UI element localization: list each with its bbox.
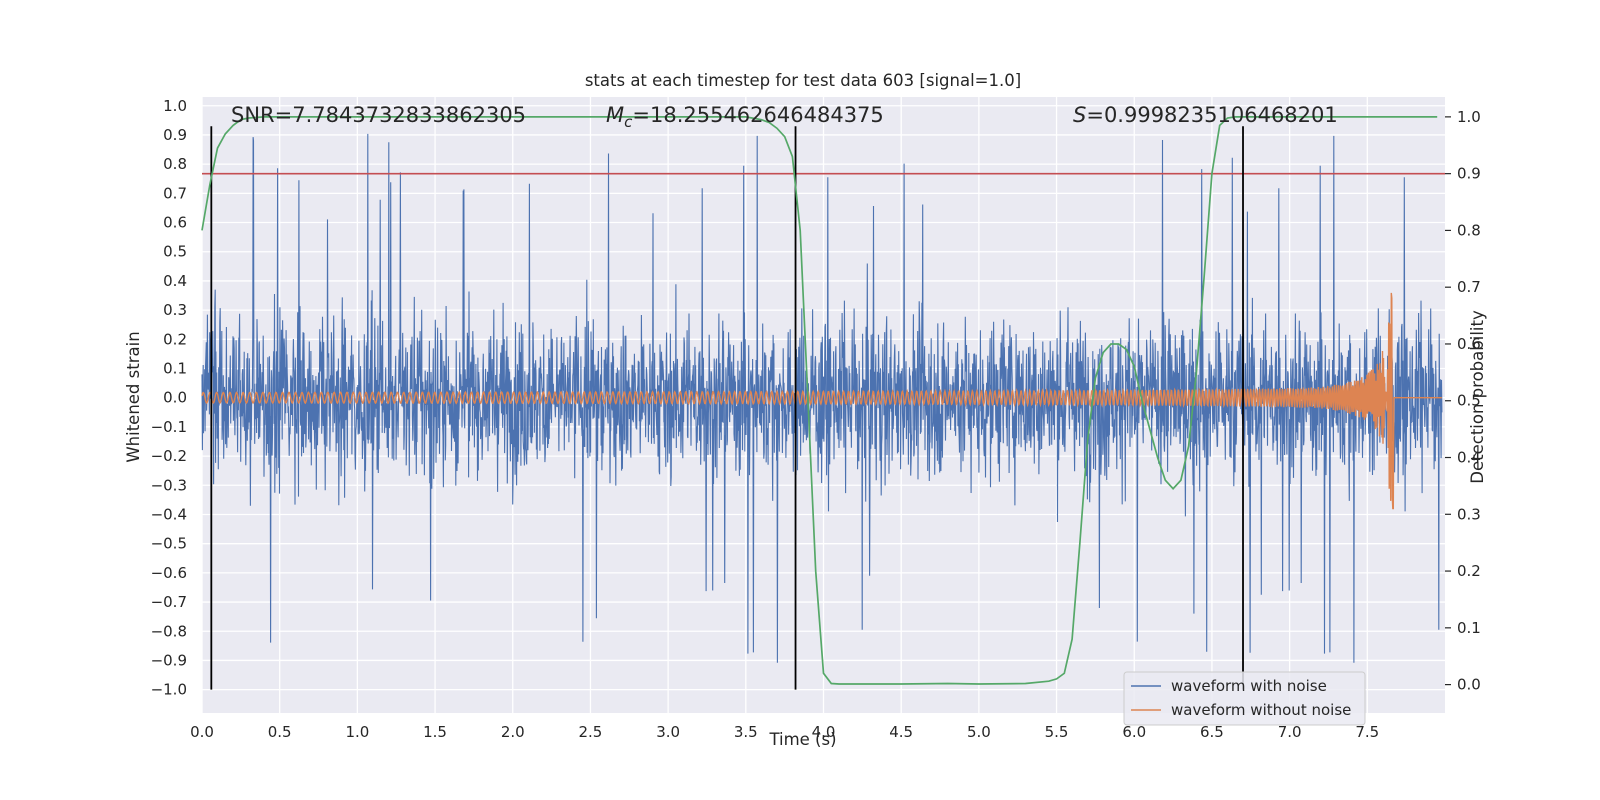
y-left-tick-label: −0.9 <box>151 651 187 669</box>
snr-annotation: SNR=7.7843732833862305 <box>231 103 526 127</box>
x-tick-label: 4.5 <box>889 723 913 741</box>
y-right-tick-label: 0.6 <box>1457 335 1481 353</box>
y-left-tick-label: −0.8 <box>151 622 187 640</box>
x-tick-label: 5.0 <box>967 723 991 741</box>
y-left-tick-label: 0.1 <box>163 360 187 378</box>
y-left-tick-label: 0.6 <box>163 214 187 232</box>
y-left-tick-label: −0.2 <box>151 447 187 465</box>
chirp-mass-subscript: c <box>624 113 633 131</box>
y-right-tick-label: 0.1 <box>1457 619 1481 637</box>
y-left-tick-label: −0.6 <box>151 564 187 582</box>
y-left-tick-label: 0.4 <box>163 272 187 290</box>
y-left-tick-labels: 1.0 0.9 0.8 0.7 0.6 0.5 0.4 0.3 0.2 0.1 0.0 −0.1 −0.… <box>151 97 187 699</box>
chirp-mass-symbol: M <box>606 103 624 127</box>
x-tick-label: 2.5 <box>579 723 603 741</box>
x-tick-labels: 0.0 0.5 1.0 1.5 2.0 2.5 3.0 3.5 4.0 4.5 5.0 5.5 6.0 6… <box>190 723 1379 741</box>
y-right-tick-label: 0.2 <box>1457 562 1481 580</box>
y-left-tick-label: −0.5 <box>151 535 187 553</box>
x-tick-label: 7.5 <box>1355 723 1379 741</box>
y-left-tick-label: −0.4 <box>151 505 187 523</box>
y-left-tick-label: 0.9 <box>163 126 187 144</box>
legend-box <box>1123 671 1366 726</box>
x-tick-label: 2.0 <box>501 723 525 741</box>
x-tick-label: 6.0 <box>1122 723 1146 741</box>
y-right-tick-label: 0.3 <box>1457 505 1481 523</box>
y-left-tick-label: −0.7 <box>151 593 187 611</box>
y-left-tick-label: −0.3 <box>151 476 187 494</box>
x-tick-label: 0.0 <box>190 723 214 741</box>
y-left-tick-label: 0.7 <box>163 184 187 202</box>
legend: waveform with noise waveform without noi… <box>1123 671 1366 726</box>
x-axis-label: Time (s) <box>768 730 836 749</box>
y-left-tick-label: 0.2 <box>163 330 187 348</box>
x-tick-label: 6.5 <box>1200 723 1224 741</box>
clean-waveform-series <box>201 292 1442 510</box>
event-lines <box>210 126 1244 690</box>
x-tick-label: 5.5 <box>1045 723 1069 741</box>
x-tick-label: 3.0 <box>656 723 680 741</box>
clean-waveform-line <box>201 292 1442 510</box>
chirp-mass-value: =18.255462646484375 <box>632 103 883 127</box>
y-right-tick-label: 0.5 <box>1457 392 1481 410</box>
y-axis-left-label: Whitened strain <box>124 331 143 462</box>
detection-probability-series <box>201 116 1438 685</box>
stat-annotation: S=0.9998235106468201 <box>1073 103 1338 127</box>
x-tick-label: 4.0 <box>812 723 836 741</box>
x-tick-label: 0.5 <box>268 723 292 741</box>
y-left-tick-label: 1.0 <box>163 97 187 115</box>
y-right-tick-label: 0.8 <box>1457 221 1481 239</box>
chart-title: stats at each timestep for test data 603… <box>585 71 1021 90</box>
x-tick-label: 7.0 <box>1278 723 1302 741</box>
y-right-tick-label: 1.0 <box>1457 108 1481 126</box>
x-tick-label: 1.5 <box>423 723 447 741</box>
y-left-tick-label: 0.3 <box>163 301 187 319</box>
legend-label-clean: waveform without noise <box>1171 701 1351 719</box>
y-left-tick-label: 0.0 <box>163 389 187 407</box>
y-right-tick-labels: 1.0 0.9 0.8 0.7 0.6 0.5 0.4 0.3 0.2 0.1 0.0 <box>1445 108 1481 694</box>
y-right-tick-label: 0.7 <box>1457 278 1481 296</box>
y-right-tick-label: 0.9 <box>1457 165 1481 183</box>
y-left-tick-label: 0.5 <box>163 243 187 261</box>
legend-label-noise: waveform with noise <box>1171 677 1327 695</box>
chirp-mass-annotation: Mc=18.255462646484375 <box>606 103 884 131</box>
x-tick-label: 1.0 <box>345 723 369 741</box>
y-axis-right-label: Detection probability <box>1468 310 1487 484</box>
probability-line <box>201 116 1438 685</box>
y-left-tick-label: 0.8 <box>163 155 187 173</box>
y-right-tick-label: 0.0 <box>1457 676 1481 694</box>
y-right-tick-label: 0.4 <box>1457 449 1481 467</box>
x-tick-label: 3.5 <box>734 723 758 741</box>
y-left-tick-label: −0.1 <box>151 418 187 436</box>
stat-value: =0.9998235106468201 <box>1086 103 1337 127</box>
stat-symbol: S <box>1073 103 1086 127</box>
y-left-tick-label: −1.0 <box>151 681 187 699</box>
